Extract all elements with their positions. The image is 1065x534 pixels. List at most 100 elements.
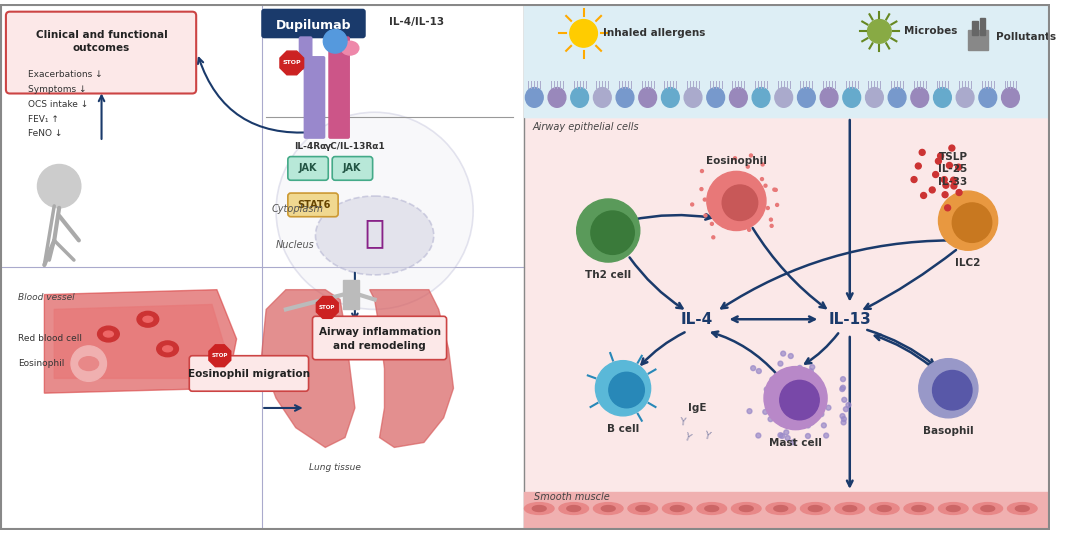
Bar — [524, 4, 1050, 117]
Circle shape — [805, 434, 810, 438]
Text: Smooth muscle: Smooth muscle — [535, 492, 610, 502]
Ellipse shape — [628, 502, 657, 514]
Ellipse shape — [157, 341, 179, 357]
Circle shape — [945, 205, 951, 211]
Circle shape — [699, 195, 702, 198]
Text: Nucleus: Nucleus — [276, 240, 315, 250]
Circle shape — [840, 385, 846, 390]
Text: OCS intake ↓: OCS intake ↓ — [28, 100, 87, 109]
FancyBboxPatch shape — [288, 156, 328, 180]
Circle shape — [751, 366, 756, 371]
Circle shape — [846, 403, 851, 407]
Text: IL-13: IL-13 — [829, 312, 871, 327]
Ellipse shape — [973, 502, 1002, 514]
Circle shape — [688, 197, 691, 200]
Ellipse shape — [766, 502, 796, 514]
Circle shape — [919, 359, 978, 418]
Circle shape — [943, 192, 948, 198]
Circle shape — [911, 177, 917, 183]
Circle shape — [71, 346, 106, 381]
Circle shape — [595, 360, 651, 416]
Circle shape — [765, 387, 769, 392]
Circle shape — [707, 169, 709, 172]
Circle shape — [777, 433, 783, 438]
Circle shape — [763, 410, 768, 414]
Bar — [980, 18, 985, 35]
Circle shape — [843, 407, 849, 412]
Circle shape — [750, 155, 753, 158]
Circle shape — [747, 409, 752, 414]
Circle shape — [721, 231, 724, 233]
Polygon shape — [370, 289, 454, 447]
Text: Y: Y — [683, 432, 692, 443]
Bar — [972, 20, 978, 35]
Text: Inhaled allergens: Inhaled allergens — [603, 28, 706, 38]
Ellipse shape — [1015, 506, 1029, 512]
Ellipse shape — [981, 506, 995, 512]
Ellipse shape — [567, 506, 580, 512]
Circle shape — [809, 420, 815, 425]
Text: FeNO ↓: FeNO ↓ — [28, 129, 62, 138]
Circle shape — [769, 210, 772, 213]
Text: Cytoplasm: Cytoplasm — [272, 204, 324, 214]
Text: Y: Y — [703, 430, 710, 441]
Polygon shape — [261, 289, 355, 447]
Circle shape — [956, 190, 962, 195]
Ellipse shape — [1007, 502, 1037, 514]
Circle shape — [783, 213, 785, 216]
Circle shape — [754, 156, 757, 160]
Text: JAK: JAK — [298, 163, 316, 174]
Ellipse shape — [752, 88, 770, 107]
Text: Airway inflammation
and remodeling: Airway inflammation and remodeling — [318, 327, 441, 350]
Ellipse shape — [662, 502, 692, 514]
Text: IL-25: IL-25 — [938, 164, 968, 175]
Circle shape — [952, 203, 992, 242]
Text: Clinical and functional
outcomes: Clinical and functional outcomes — [35, 30, 167, 53]
Ellipse shape — [956, 88, 974, 107]
Text: Dupilumab: Dupilumab — [276, 19, 351, 32]
Circle shape — [840, 376, 846, 382]
Text: STAT6: STAT6 — [297, 200, 330, 210]
Text: 𝞧: 𝞧 — [364, 216, 384, 249]
Circle shape — [756, 433, 760, 438]
Ellipse shape — [593, 502, 623, 514]
Ellipse shape — [820, 88, 838, 107]
Ellipse shape — [697, 502, 726, 514]
Text: Microbes: Microbes — [904, 26, 957, 36]
Ellipse shape — [684, 88, 702, 107]
Circle shape — [868, 20, 891, 43]
Circle shape — [784, 206, 787, 209]
Ellipse shape — [532, 506, 546, 512]
FancyBboxPatch shape — [328, 36, 350, 139]
Text: γC/IL-13Rα1: γC/IL-13Rα1 — [325, 142, 386, 151]
Circle shape — [949, 145, 955, 151]
Circle shape — [770, 377, 775, 382]
Text: IL-4Rα: IL-4Rα — [294, 142, 327, 151]
Circle shape — [930, 187, 935, 193]
Bar — [968, 30, 987, 50]
Bar — [0, 4, 524, 530]
Circle shape — [698, 200, 701, 203]
Ellipse shape — [79, 357, 99, 371]
Circle shape — [754, 163, 757, 166]
Circle shape — [955, 164, 962, 170]
FancyBboxPatch shape — [332, 156, 373, 180]
Ellipse shape — [524, 502, 554, 514]
Circle shape — [768, 417, 773, 422]
Text: IgE: IgE — [688, 403, 706, 413]
Ellipse shape — [571, 88, 589, 107]
Ellipse shape — [869, 502, 899, 514]
Text: IL-4: IL-4 — [681, 312, 714, 327]
FancyBboxPatch shape — [288, 193, 338, 217]
Circle shape — [324, 29, 347, 53]
Ellipse shape — [705, 506, 719, 512]
Ellipse shape — [137, 311, 159, 327]
Text: STOP: STOP — [212, 353, 228, 358]
Circle shape — [797, 369, 802, 374]
Circle shape — [840, 387, 845, 391]
Circle shape — [718, 172, 721, 175]
Circle shape — [757, 177, 760, 180]
Ellipse shape — [775, 88, 792, 107]
Circle shape — [702, 174, 705, 177]
Ellipse shape — [602, 506, 616, 512]
